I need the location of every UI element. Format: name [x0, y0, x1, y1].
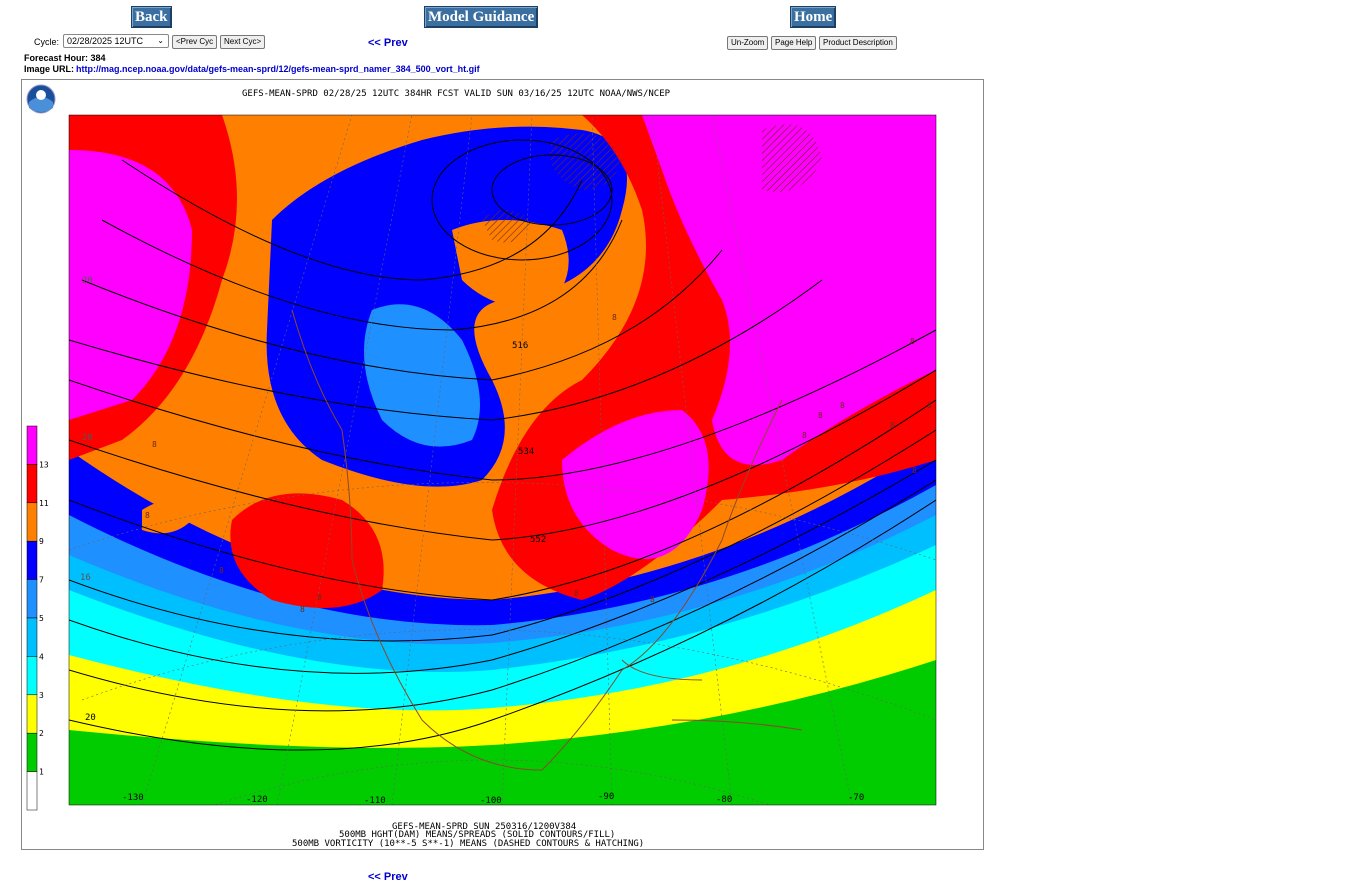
lon-label: -110: [364, 796, 386, 806]
colorbar-segment: [26, 771, 38, 811]
colorbar: 13 11 9 7 5 4 3 2 1: [26, 425, 49, 811]
colorbar-label: 4: [39, 652, 44, 661]
colorbar-label: 11: [39, 499, 49, 508]
forecast-map: GEFS-MEAN-SPRD 02/28/25 12UTC 384HR FCST…: [26, 84, 937, 849]
page-help-button[interactable]: Page Help: [771, 36, 817, 50]
unzoom-button[interactable]: Un-Zoom: [727, 36, 769, 50]
contour-label-16: 16: [80, 573, 91, 583]
bottom-prev-link[interactable]: << Prev: [368, 871, 408, 883]
home-button[interactable]: Home: [790, 6, 837, 28]
back-button[interactable]: Back: [131, 6, 172, 28]
grid-label-20: 20: [82, 276, 93, 286]
colorbar-label: 5: [39, 614, 44, 623]
grid-label-20: 20: [85, 713, 96, 723]
lon-label: -90: [598, 792, 614, 802]
contour-label-8: 8: [219, 566, 224, 575]
image-url-label: Image URL:: [24, 64, 75, 74]
colorbar-label: 2: [39, 729, 44, 738]
model-guidance-button[interactable]: Model Guidance: [424, 6, 539, 28]
forecast-hour: Forecast Hour: 384: [24, 53, 106, 63]
colorbar-segment: [26, 464, 38, 504]
plot-area: 516 534 552 8 8 8 8 8 8 8 8 8 8 8 8 8 8 …: [68, 114, 937, 806]
next-cycle-button[interactable]: Next Cyc>: [220, 35, 266, 49]
colorbar-segment: [26, 732, 38, 772]
contour-label-8: 8: [650, 595, 655, 604]
contour-label-8: 8: [317, 593, 322, 602]
contour-label-8: 8: [152, 440, 157, 449]
noaa-logo: [26, 84, 56, 114]
contour-label-8: 8: [910, 337, 915, 346]
contour-label-8: 8: [300, 605, 305, 614]
colorbar-segment: [26, 540, 38, 580]
lon-label: -120: [246, 795, 268, 805]
colorbar-segment: [26, 694, 38, 734]
contour-label-8: 8: [840, 401, 845, 410]
cycle-select-value: 02/28/2025 12UTC: [67, 36, 144, 46]
prev-link[interactable]: << Prev: [368, 37, 408, 49]
colorbar-label: 3: [39, 691, 44, 700]
lon-label: -80: [716, 795, 732, 805]
cycle-label: Cycle:: [34, 37, 60, 47]
cycle-select[interactable]: 02/28/2025 12UTC ⌄: [63, 34, 169, 48]
colorbar-segment: [26, 502, 38, 542]
colorbar-label: 1: [39, 768, 44, 777]
contour-label-516: 516: [512, 341, 528, 351]
chevron-down-icon: ⌄: [157, 36, 164, 45]
contour-label-552: 552: [530, 535, 546, 545]
lon-label: -100: [480, 796, 502, 806]
contour-label-8: 8: [612, 313, 617, 322]
map-header: GEFS-MEAN-SPRD 02/28/25 12UTC 384HR FCST…: [242, 89, 671, 99]
prev-cycle-button[interactable]: <Prev Cyc: [172, 35, 218, 49]
product-description-button[interactable]: Product Description: [819, 36, 897, 50]
colorbar-segment: [26, 617, 38, 657]
contour-label-8: 8: [818, 411, 823, 420]
contour-label-534: 534: [518, 447, 534, 457]
colorbar-segment: [26, 425, 38, 465]
contour-label-8: 8: [927, 401, 932, 410]
colorbar-label: 9: [39, 537, 44, 546]
contour-label-8: 8: [912, 466, 917, 475]
colorbar-segment: [26, 579, 38, 619]
lon-label: -130: [122, 793, 144, 803]
contour-label-8: 8: [145, 511, 150, 520]
map-footer-line-2: 500MB HGHT(DAM) MEANS/SPREADS (SOLID CON…: [339, 830, 615, 840]
colorbar-segment: [26, 656, 38, 696]
grid-label-20: 20: [82, 433, 93, 443]
contour-label-8: 8: [574, 589, 579, 598]
colorbar-label: 13: [39, 460, 49, 469]
forecast-map-image[interactable]: GEFS-MEAN-SPRD 02/28/25 12UTC 384HR FCST…: [21, 79, 984, 850]
contour-label-8: 8: [890, 421, 895, 430]
lon-label: -70: [848, 793, 864, 803]
colorbar-label: 7: [39, 576, 44, 585]
map-footer-line-1: GEFS-MEAN-SPRD SUN 250316/1200V384: [392, 822, 576, 832]
contour-label-8: 8: [802, 431, 807, 440]
map-footer-line-3: 500MB VORTICITY (10**-5 S**-1) MEANS (DA…: [292, 839, 644, 849]
image-url-link[interactable]: http://mag.ncep.noaa.gov/data/gefs-mean-…: [76, 64, 480, 74]
